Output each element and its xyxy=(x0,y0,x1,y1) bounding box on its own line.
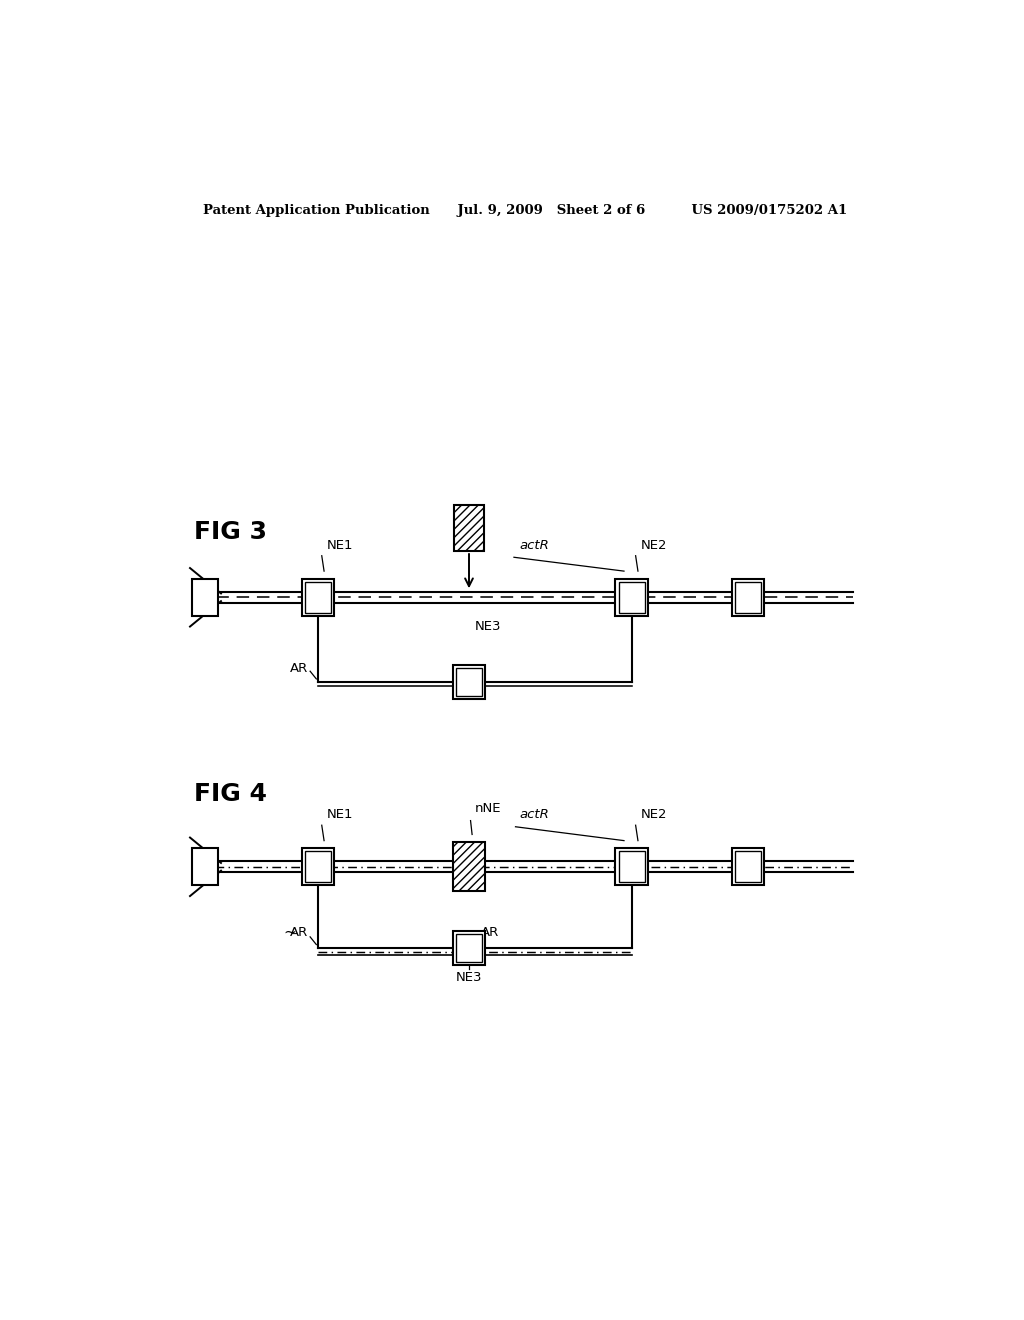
Bar xyxy=(735,851,761,882)
Text: AR: AR xyxy=(480,925,499,939)
Text: FIG 4: FIG 4 xyxy=(194,781,267,807)
Text: ~: ~ xyxy=(471,925,484,940)
Text: NE2: NE2 xyxy=(641,539,668,552)
Text: ~: ~ xyxy=(284,925,296,940)
Text: NE2: NE2 xyxy=(641,808,668,821)
Bar xyxy=(618,851,645,882)
Bar xyxy=(732,578,764,615)
Text: actR: actR xyxy=(519,808,549,821)
Text: FIG 3: FIG 3 xyxy=(194,520,267,544)
Text: actR: actR xyxy=(519,539,549,552)
Bar xyxy=(618,582,645,612)
Bar xyxy=(302,578,334,615)
Bar xyxy=(732,849,764,886)
Text: nNE: nNE xyxy=(475,803,502,816)
Bar xyxy=(453,842,485,891)
Bar xyxy=(305,851,331,882)
Bar xyxy=(453,931,485,965)
Bar xyxy=(456,933,482,961)
Text: NE1: NE1 xyxy=(328,808,353,821)
Text: NE1: NE1 xyxy=(328,539,353,552)
Bar xyxy=(615,578,648,615)
Text: AR: AR xyxy=(291,925,308,939)
Bar xyxy=(305,582,331,612)
Text: NE3: NE3 xyxy=(475,619,502,632)
Bar xyxy=(735,582,761,612)
Bar xyxy=(193,849,218,886)
Bar xyxy=(302,849,334,886)
Bar xyxy=(193,578,218,615)
Bar xyxy=(615,849,648,886)
Text: Patent Application Publication      Jul. 9, 2009   Sheet 2 of 6          US 2009: Patent Application Publication Jul. 9, 2… xyxy=(203,205,847,218)
Bar xyxy=(453,665,485,700)
Text: NE3: NE3 xyxy=(456,970,482,983)
Text: AR: AR xyxy=(291,661,308,675)
Bar xyxy=(455,506,483,552)
Bar xyxy=(456,668,482,696)
